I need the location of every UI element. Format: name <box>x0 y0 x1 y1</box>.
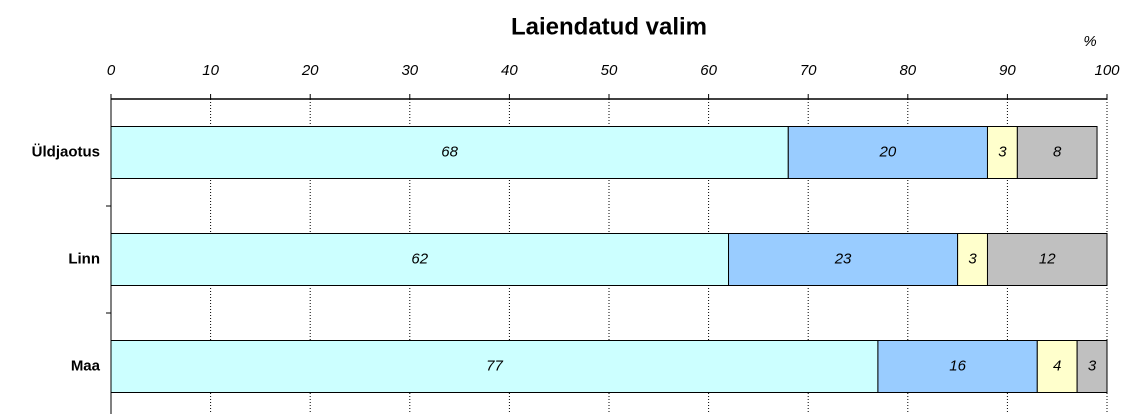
value-label: 77 <box>486 357 503 374</box>
y-tick-label: Maa <box>71 357 101 374</box>
value-label: 16 <box>949 357 966 374</box>
value-label: 12 <box>1039 250 1056 267</box>
value-label: 8 <box>1053 143 1062 160</box>
chart-title: Laiendatud valim <box>511 13 707 40</box>
x-tick-label: 50 <box>601 62 618 79</box>
value-label: 23 <box>834 250 852 267</box>
x-tick-label: 10 <box>202 62 219 79</box>
y-tick-label: Linn <box>68 250 100 267</box>
x-tick-label: 40 <box>501 62 518 79</box>
x-tick-label: 0 <box>107 62 116 79</box>
bar-segment <box>110 233 730 286</box>
value-label: 20 <box>879 143 897 160</box>
bar-segment <box>986 233 1108 286</box>
x-tick-label: 80 <box>899 62 916 79</box>
value-label: 3 <box>1088 357 1097 374</box>
value-label: 62 <box>411 250 428 267</box>
x-tick-label: 60 <box>700 62 717 79</box>
x-tick-label: 30 <box>401 62 418 79</box>
bar-segment <box>1036 340 1078 393</box>
bar-segment <box>110 126 789 179</box>
bar-segment <box>1076 340 1108 393</box>
bar-segment <box>957 233 988 286</box>
x-tick-label: 100 <box>1094 62 1120 79</box>
bar-segment <box>986 126 1018 179</box>
value-label: 3 <box>968 250 977 267</box>
value-label: 4 <box>1053 357 1061 374</box>
x-tick-label: 20 <box>301 62 319 79</box>
x-tick-label: 90 <box>999 62 1016 79</box>
value-label: 3 <box>998 143 1007 160</box>
y-tick-label: Üldjaotus <box>32 143 100 160</box>
value-label: 68 <box>441 143 458 160</box>
bar-segment <box>1016 126 1098 179</box>
bar-segment <box>877 340 1038 393</box>
bar-segment <box>110 340 879 393</box>
x-axis-label: % <box>1083 33 1096 50</box>
bar-segment <box>728 233 959 286</box>
x-tick-label: 70 <box>800 62 817 79</box>
